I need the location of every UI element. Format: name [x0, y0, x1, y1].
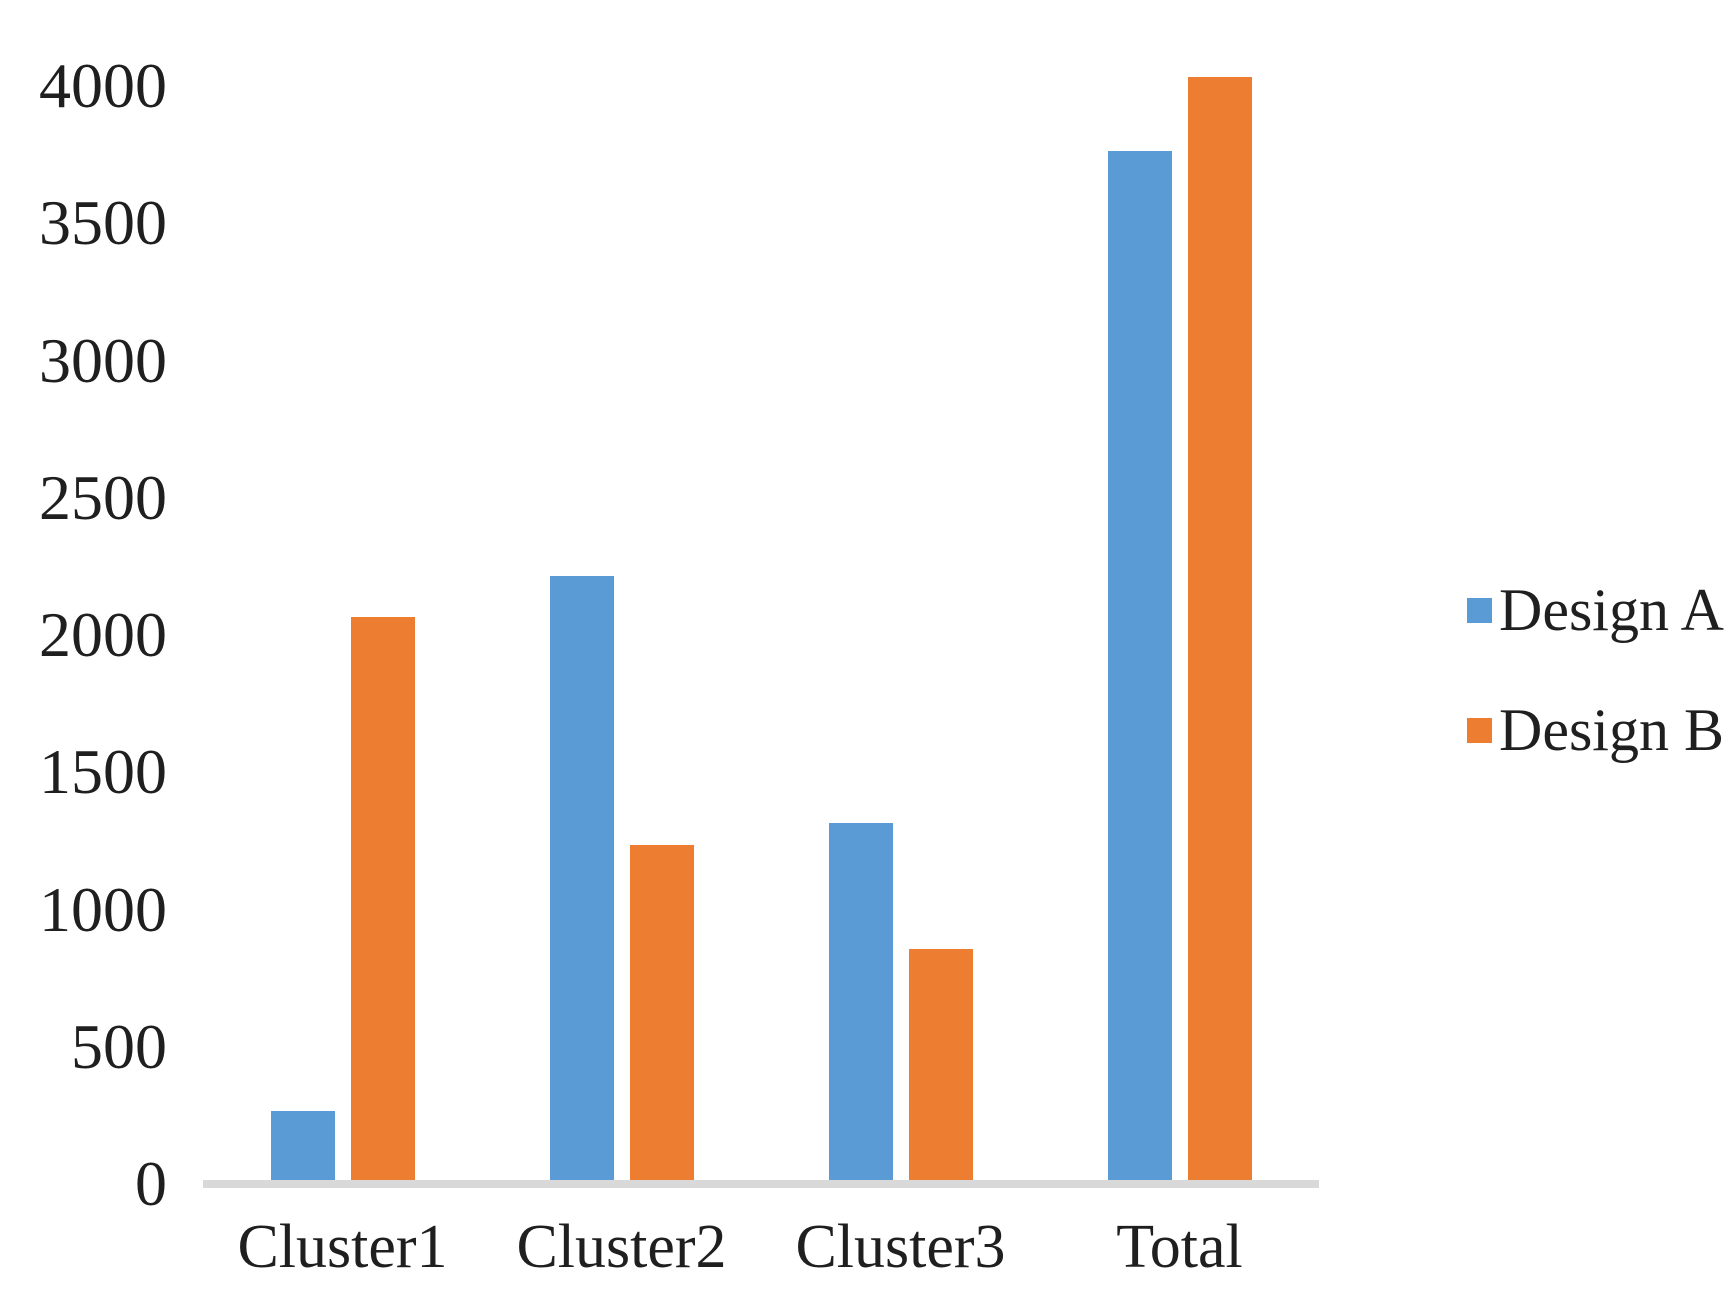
legend-item-design-a: Design A [1467, 578, 1724, 642]
bar-design-b-cluster3 [908, 949, 973, 1180]
bar-design-a-cluster2 [549, 576, 614, 1180]
y-tick-label-0: 0 [135, 1148, 167, 1219]
legend-label: Design A [1499, 577, 1724, 643]
y-tick-label-3500: 3500 [39, 187, 167, 259]
y-tick-label-500: 500 [71, 1010, 167, 1082]
bar-design-a-cluster3 [828, 823, 893, 1180]
x-category-label-cluster3: Cluster3 [795, 1213, 1006, 1281]
x-category-label-cluster2: Cluster2 [516, 1213, 727, 1281]
y-tick-label-3000: 3000 [39, 324, 167, 396]
y-tick-label-1000: 1000 [39, 873, 167, 945]
y-tick-label-2500: 2500 [39, 461, 167, 533]
bar-design-b-total [1187, 76, 1252, 1180]
bar-design-b-cluster1 [350, 617, 415, 1180]
legend-swatch-icon [1467, 597, 1492, 623]
y-tick-label-1500: 1500 [39, 736, 167, 808]
y-tick-label-4000: 4000 [39, 50, 167, 121]
y-tick-label-2000: 2000 [39, 599, 167, 670]
legend-item-design-b: Design B [1467, 698, 1724, 762]
x-axis-line [203, 1180, 1319, 1188]
bar-design-b-cluster2 [629, 845, 694, 1180]
x-category-label-total: Total [1116, 1213, 1243, 1281]
bar-design-a-total [1107, 150, 1172, 1180]
legend-swatch-icon [1467, 717, 1492, 743]
x-category-label-cluster1: Cluster1 [237, 1213, 448, 1281]
bar-design-a-cluster1 [270, 1111, 335, 1180]
legend-label: Design B [1499, 697, 1724, 763]
